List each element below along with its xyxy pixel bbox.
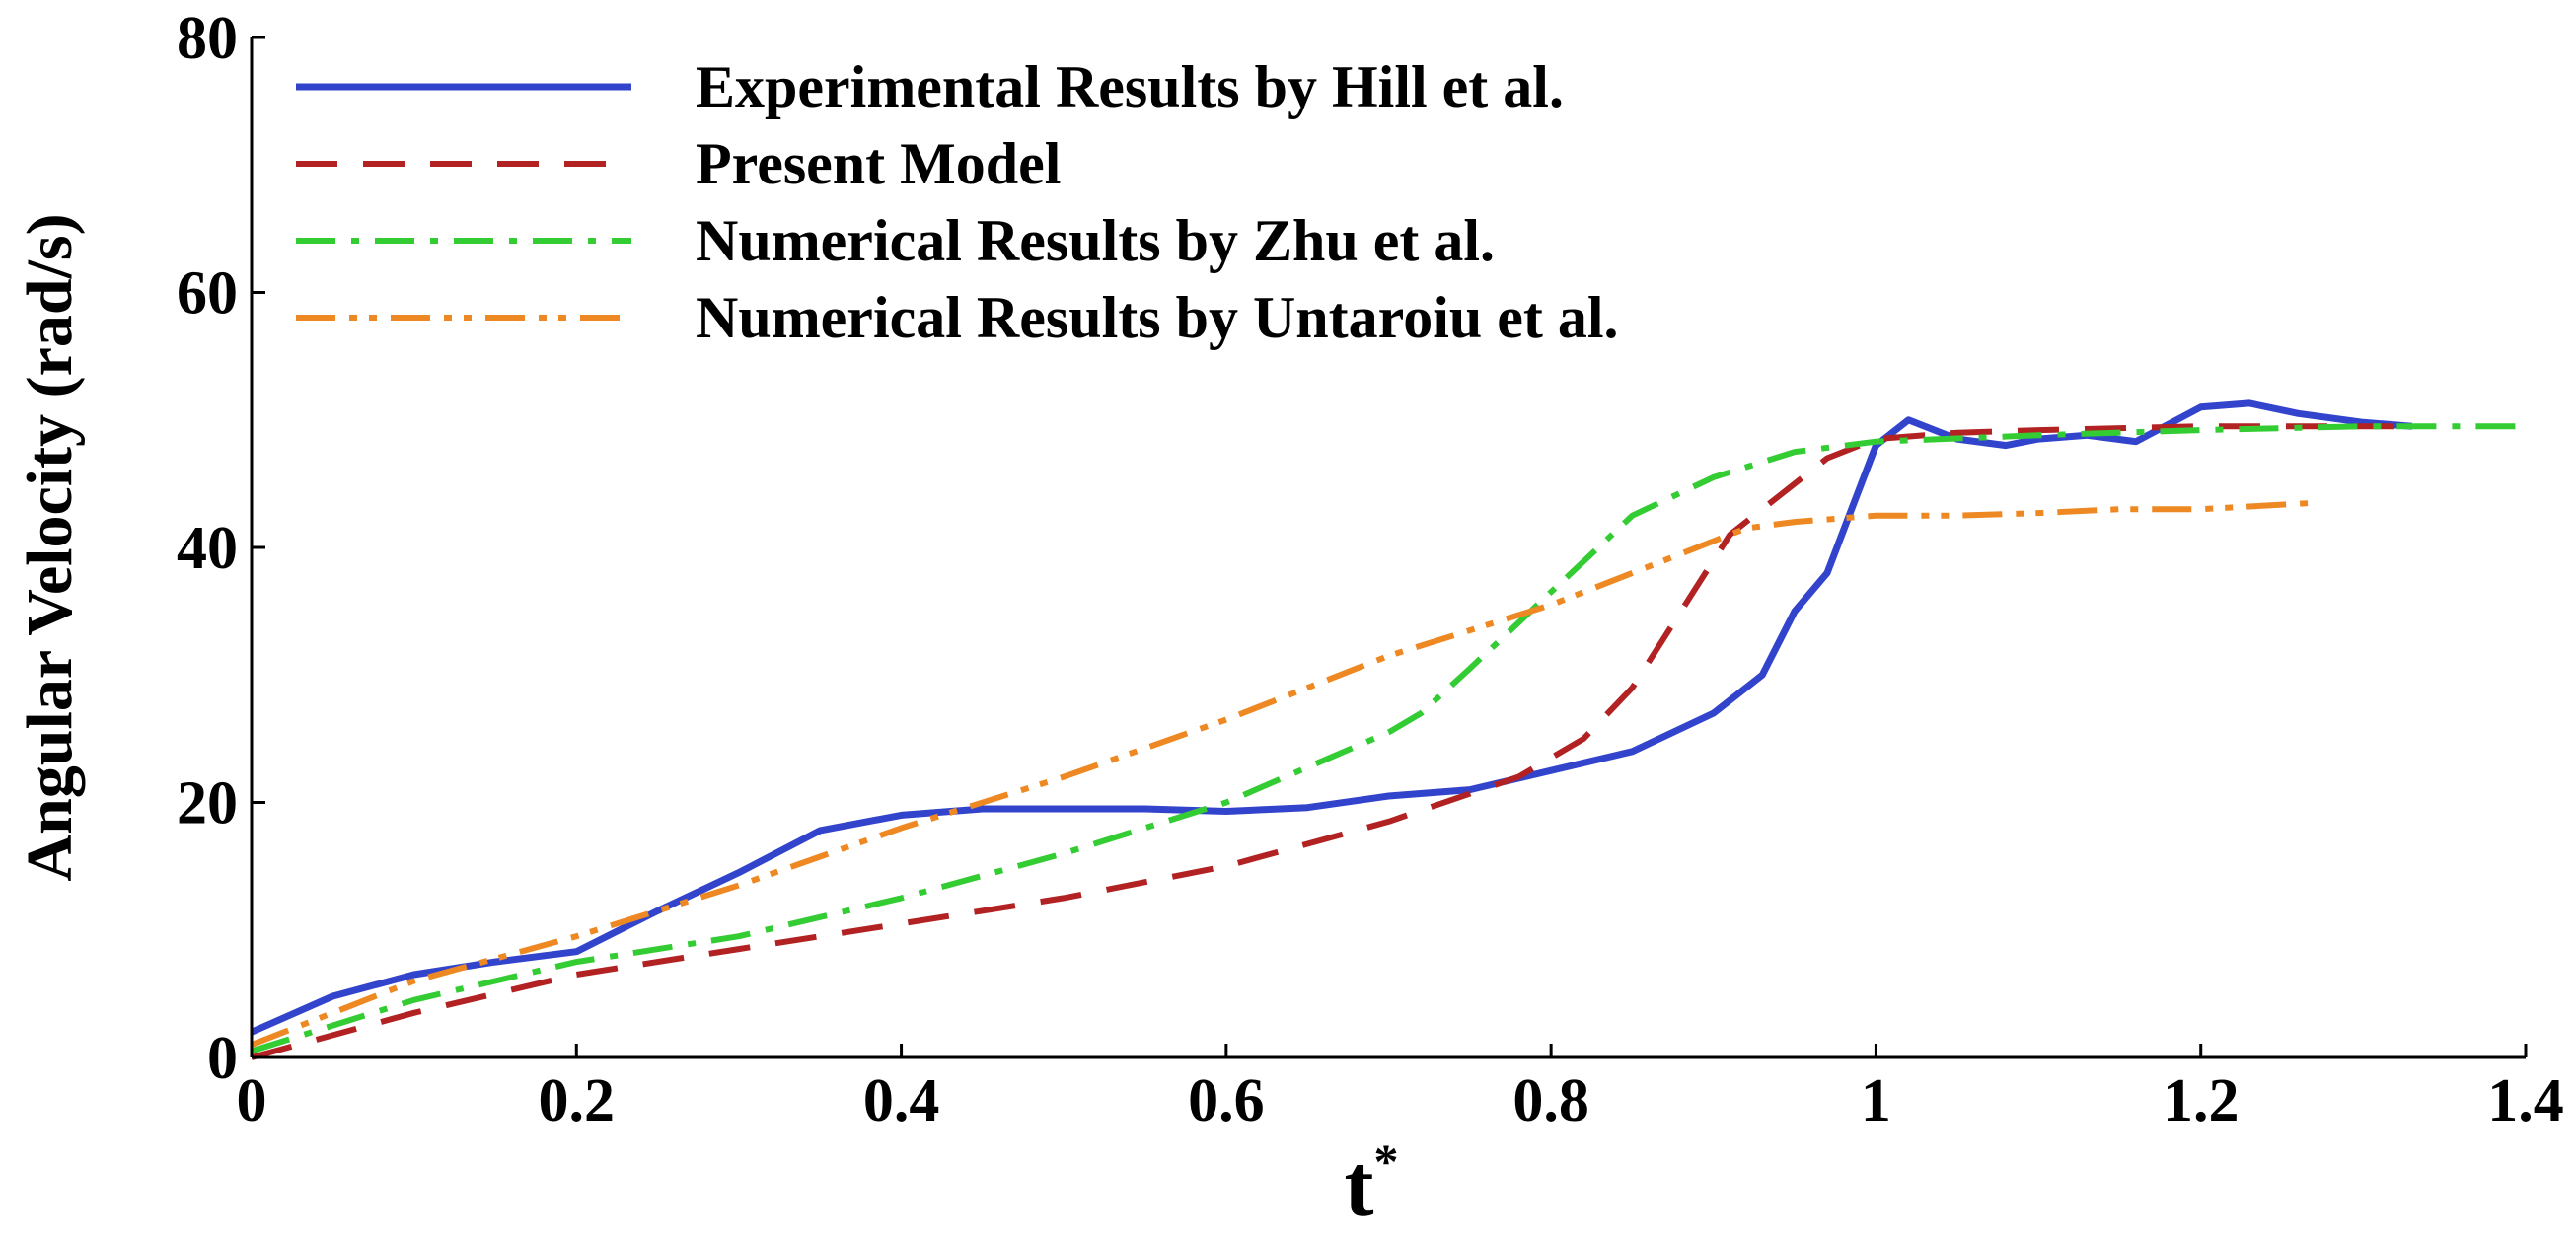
legend: Experimental Results by Hill et al. Prese… <box>296 54 1619 350</box>
legend-label-4: Numerical Results by Untaroiu et al. <box>696 285 1619 350</box>
y-tick-label: 40 <box>177 515 238 582</box>
x-tick-label: 1 <box>1861 1067 1891 1134</box>
x-axis-title: t* <box>1345 1133 1399 1234</box>
x-tick-label: 1.2 <box>2163 1067 2240 1134</box>
x-axis-title-main: t <box>1345 1137 1374 1234</box>
series-line-1 <box>250 399 2413 1036</box>
y-tick-label: 20 <box>177 770 238 837</box>
legend-label-3: Numerical Results by Zhu et al. <box>696 208 1495 273</box>
x-tick-label: 0 <box>237 1067 267 1134</box>
series-layer <box>250 399 2526 1060</box>
x-tick-label: 1.4 <box>2487 1067 2564 1134</box>
legend-label-2: Present Model <box>696 131 1061 196</box>
y-tick-label: 0 <box>207 1025 238 1092</box>
x-tick-label: 0.8 <box>1512 1067 1589 1134</box>
series-line-2 <box>251 423 2412 1060</box>
y-tick-label: 80 <box>177 5 238 72</box>
x-tick-label: 0.6 <box>1188 1067 1265 1134</box>
x-tick-label: 0.4 <box>863 1067 940 1134</box>
legend-label-1: Experimental Results by Hill et al. <box>696 54 1564 119</box>
x-tick-label: 0.2 <box>539 1067 616 1134</box>
series-line-4 <box>250 499 2316 1048</box>
series-line-3 <box>251 423 2526 1054</box>
x-axis-title-superscript: * <box>1373 1133 1398 1189</box>
y-axis-title: Angular Velocity (rad/s) <box>14 213 86 881</box>
y-tick-label: 60 <box>177 260 238 327</box>
ticks-layer: 0 0.2 0.4 0.6 0.8 1 1.2 1.4 0 20 40 60 80 <box>177 5 2564 1134</box>
